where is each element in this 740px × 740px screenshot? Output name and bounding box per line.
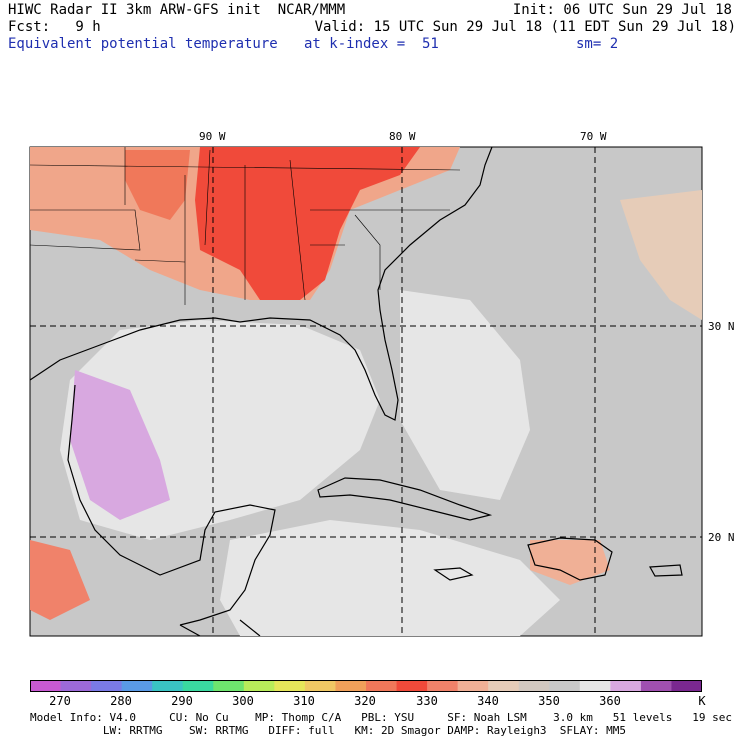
theta-e-map — [29, 146, 703, 637]
colorbar-swatch — [610, 680, 642, 692]
cuba-coast — [317, 477, 493, 521]
colorbar-unit: K — [698, 694, 706, 708]
colorbar-label-350: 350 — [538, 694, 560, 708]
colorbar-swatch — [30, 680, 62, 692]
colorbar-label-290: 290 — [171, 694, 193, 708]
colorbar-swatch — [518, 680, 550, 692]
colorbar-swatch — [640, 680, 672, 692]
field-name: Equivalent potential temperature — [8, 36, 278, 52]
colorbar-swatch — [121, 680, 153, 692]
valid-time: Valid: 15 UTC Sun 29 Jul 18 (11 EDT Sun … — [314, 19, 736, 35]
plains-high-theta-area — [125, 150, 190, 220]
colorbar-label-330: 330 — [416, 694, 438, 708]
mexico-east-coast — [67, 384, 276, 626]
mexico-high-theta — [30, 540, 90, 620]
colorbar-swatch — [152, 680, 184, 692]
atlantic-pinkish-area — [620, 190, 702, 320]
colorbar-swatch — [304, 680, 336, 692]
init-time: Init: 06 UTC Sun 29 Jul 18 — [512, 2, 732, 18]
lon-label-90w: 90 W — [199, 130, 226, 143]
lon-label-70w: 70 W — [580, 130, 607, 143]
colorbar-swatch — [457, 680, 489, 692]
colorbar-swatch — [213, 680, 245, 692]
hispaniola-high-theta — [530, 540, 610, 585]
colorbar-swatch — [91, 680, 123, 692]
model-info-line-2: LW: RRTMG SW: RRTMG DIFF: full KM: 2D Sm… — [30, 724, 627, 737]
colorbar-swatch — [243, 680, 275, 692]
gulf-cool-area — [70, 370, 170, 520]
state-borders — [29, 147, 461, 305]
colorbar-label-280: 280 — [110, 694, 132, 708]
colorbar-label-300: 300 — [232, 694, 254, 708]
jamaica-coast — [433, 567, 474, 581]
caribbean-warm-area — [220, 520, 560, 636]
colorbar-label-320: 320 — [354, 694, 376, 708]
atlantic-warm-area — [400, 290, 530, 500]
colorbar-swatch — [579, 680, 611, 692]
colorbar-label-310: 310 — [293, 694, 315, 708]
lat-lon-grid — [30, 147, 702, 636]
colorbar-border — [30, 680, 702, 692]
level-index: at k-index = 51 — [304, 36, 439, 52]
title-line-1: HIWC Radar II 3km ARW-GFS init NCAR/MMM — [8, 2, 346, 18]
colorbar-swatch — [60, 680, 92, 692]
lon-label-80w: 80 W — [389, 130, 416, 143]
hispaniola-coast — [527, 537, 613, 581]
colorbar-swatch — [427, 680, 459, 692]
colorbar-swatch — [671, 680, 702, 692]
colorbar-swatch — [335, 680, 367, 692]
puerto-rico-coast — [649, 564, 683, 577]
colorbar — [30, 680, 702, 692]
coastlines — [29, 146, 683, 637]
colorbar-label-360: 360 — [599, 694, 621, 708]
colorbar-label-340: 340 — [477, 694, 499, 708]
smoothing: sm= 2 — [576, 36, 619, 52]
model-info-line-1: Model Info: V4.0 CU: No Cu MP: Thomp C/A… — [30, 711, 732, 724]
central-america-coast — [179, 619, 261, 637]
southeast-high-theta-core — [195, 147, 420, 300]
colorbar-swatch — [488, 680, 520, 692]
colorbar-label-270: 270 — [49, 694, 71, 708]
lat-label-20n: 20 N — [708, 531, 735, 544]
colorbar-swatch — [396, 680, 428, 692]
colorbar-swatch — [274, 680, 306, 692]
colorbar-swatch — [182, 680, 214, 692]
colorbar-swatch — [366, 680, 398, 692]
gulf-coast — [29, 146, 493, 421]
forecast-hour: Fcst: 9 h — [8, 19, 101, 35]
lat-label-30n: 30 N — [708, 320, 735, 333]
colorbar-swatch — [549, 680, 581, 692]
